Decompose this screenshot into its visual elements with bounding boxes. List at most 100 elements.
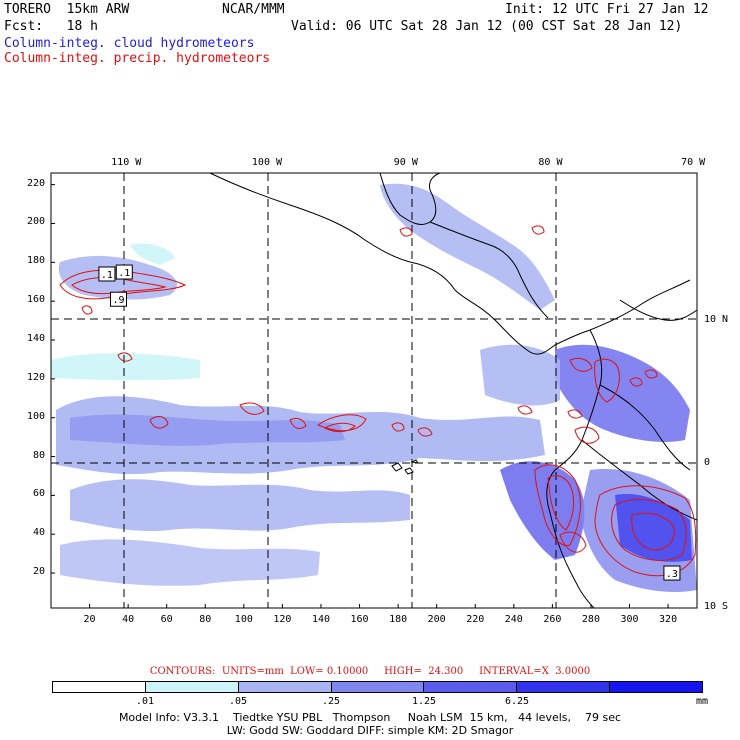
x-tick-label: 140 <box>311 614 330 625</box>
valid-time: Valid: 06 UTC Sat 28 Jan 12 (00 CST Sat … <box>291 19 683 34</box>
contour-itcz-7 <box>417 427 433 437</box>
y-tick-label: 100 <box>26 410 45 422</box>
x-tick-label: 300 <box>620 614 639 625</box>
init-time: Init: 12 UTC Fri 27 Jan 12 <box>505 2 709 17</box>
color-bar-segment <box>610 682 703 692</box>
color-bar-segment <box>331 682 425 692</box>
cloud-band-far-south <box>60 539 320 586</box>
y-tick-label: 80 <box>32 449 45 461</box>
contour-amazon-inner <box>631 512 675 551</box>
x-tick-label: 220 <box>466 614 485 625</box>
y-tick-label: 40 <box>32 527 45 539</box>
coastlines <box>209 172 698 609</box>
longitude-label: 80 W <box>538 157 563 168</box>
contour-label-text: .9 <box>112 295 124 306</box>
latitude-label: 10 N <box>704 313 729 325</box>
contour-box-labels: .1 .1 .9 .3 <box>98 264 681 581</box>
forecast-hour: Fcst: 18 h <box>4 19 98 34</box>
color-bar-tick-label: 1.25 <box>411 696 437 707</box>
cloud-amazon-core <box>615 494 692 562</box>
y-tick-label: 120 <box>26 371 45 383</box>
plot-frame <box>50 172 698 609</box>
color-bar-segment <box>517 682 611 692</box>
longitude-label: 90 W <box>393 157 418 168</box>
coast-venezuela <box>619 299 698 321</box>
cloud-band-south-pacific <box>70 479 410 531</box>
y-tick-label: 180 <box>26 255 45 267</box>
x-tick-label: 260 <box>543 614 562 625</box>
border-peru <box>581 439 698 521</box>
x-tick-label: 120 <box>273 614 292 625</box>
cloud-colombia <box>555 344 690 442</box>
x-tick-label: 60 <box>160 614 173 625</box>
color-bar-units: mm <box>695 696 709 707</box>
contour-small-2 <box>629 377 643 387</box>
color-bar-tick-label: .05 <box>228 696 248 707</box>
border-colombia <box>599 384 691 471</box>
contour-label-text: .1 <box>101 270 113 281</box>
coast-caribbean <box>429 221 549 319</box>
contour-label-text: .3 <box>666 569 678 580</box>
x-tick-label: 180 <box>389 614 408 625</box>
galapagos <box>391 459 420 475</box>
contour-itcz-1 <box>149 416 169 429</box>
contour-itcz-6 <box>391 422 405 432</box>
field-precip-label: Column-integ. precip. hydrometeors <box>4 51 271 66</box>
x-tick-label: 280 <box>581 614 600 625</box>
x-tick-label: 100 <box>234 614 253 625</box>
color-bar-tick-label: 6.25 <box>504 696 530 707</box>
cloud-band-itcz-inner <box>70 414 345 446</box>
longitude-label: 110 W <box>111 157 142 168</box>
x-tick-label: 160 <box>350 614 369 625</box>
center-label: NCAR/MMM <box>222 2 285 17</box>
color-bar-segment <box>145 682 239 692</box>
contour-itcz-9 <box>567 409 583 419</box>
contour-label-box <box>98 266 116 282</box>
field-cloud-label: Column-integ. cloud hydrometeors <box>4 36 255 51</box>
color-bar <box>52 681 703 693</box>
latitude-label: 10 S <box>704 601 729 612</box>
y-tick-label: 20 <box>32 566 45 578</box>
coast-mexico-central-america <box>209 172 691 355</box>
x-tick-label: 320 <box>659 614 678 625</box>
axis-ticks <box>51 184 669 608</box>
longitude-label: 70 W <box>681 157 706 168</box>
contour-mid-pacific <box>117 352 133 362</box>
contour-label-box <box>663 565 681 581</box>
cloud-shading <box>51 183 697 592</box>
cloud-north-pacific-blob2 <box>130 243 175 265</box>
color-bar-tick-label: .01 <box>135 696 155 707</box>
contour-peru <box>559 531 587 553</box>
cloud-panama-gulf <box>480 344 560 406</box>
contour-label-box <box>109 291 127 307</box>
contour-small-3 <box>644 369 658 379</box>
contour-itcz-8 <box>517 405 533 415</box>
cloud-band-mid-west <box>51 353 200 381</box>
contour-central-america-2 <box>531 225 545 235</box>
contour-itcz-4 <box>316 414 367 432</box>
color-bar-segment <box>53 682 146 692</box>
lat-lon-grid <box>51 173 697 608</box>
y-tick-label: 60 <box>32 488 45 500</box>
contour-itcz-5 <box>323 422 356 433</box>
contour-colombia-coast <box>594 358 620 403</box>
x-tick-label: 40 <box>122 614 135 625</box>
x-tick-label: 80 <box>199 614 212 625</box>
contour-amazon-mid <box>611 499 687 561</box>
contour-panama <box>569 357 593 372</box>
cloud-central-america <box>380 183 555 310</box>
coast-south-america-west <box>546 329 603 609</box>
y-tick-label: 220 <box>26 177 45 189</box>
longitude-label: 100 W <box>251 157 283 168</box>
contour-colombia-1 <box>574 426 600 444</box>
color-bar-tick-label: .25 <box>321 696 341 707</box>
color-bar-segment <box>424 682 518 692</box>
model-info-line: Model Info: V3.3.1 Tiedtke YSU PBL Thomp… <box>118 711 622 724</box>
contour-itcz-2 <box>239 402 265 415</box>
x-tick-label: 20 <box>83 614 96 625</box>
y-tick-label: 160 <box>26 294 45 306</box>
x-tick-label: 240 <box>504 614 523 625</box>
physics-info-line: LW: Godd SW: Goddard DIFF: simple KM: 2D… <box>226 724 514 737</box>
contour-ecuador <box>534 464 581 546</box>
